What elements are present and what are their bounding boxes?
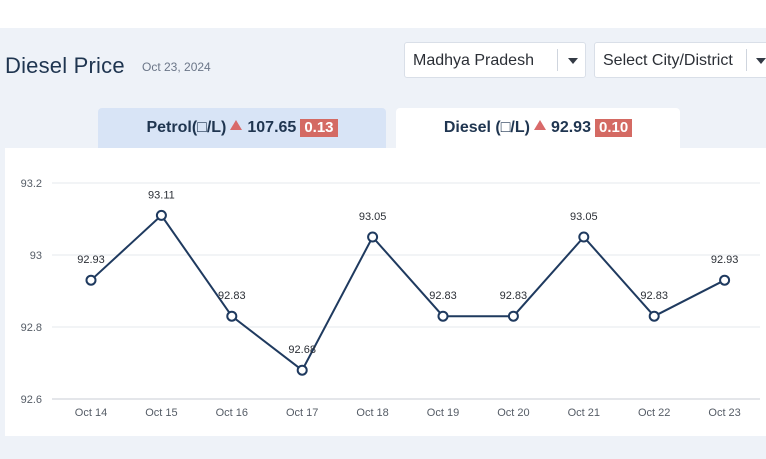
x-tick-label: Oct 22 bbox=[638, 407, 670, 419]
state-select-value: Madhya Pradesh bbox=[413, 52, 534, 69]
data-label: 92.68 bbox=[288, 344, 316, 356]
data-point bbox=[578, 231, 590, 243]
tab-diesel[interactable]: Diesel (□/L) 92.93 0.10 bbox=[396, 108, 680, 148]
data-point bbox=[155, 209, 167, 221]
x-tick-label: Oct 17 bbox=[286, 407, 318, 419]
data-label: 92.83 bbox=[429, 290, 457, 302]
data-label: 92.83 bbox=[640, 290, 668, 302]
tab-petrol-price: 107.65 bbox=[247, 119, 297, 136]
tab-petrol-change-badge: 0.13 bbox=[300, 119, 338, 137]
y-tick-label: 93 bbox=[30, 250, 42, 262]
x-tick-label: Oct 23 bbox=[708, 407, 740, 419]
chevron-down-icon[interactable] bbox=[568, 58, 578, 64]
data-label: 93.11 bbox=[148, 189, 175, 201]
chevron-down-icon[interactable] bbox=[756, 58, 766, 64]
select-divider bbox=[746, 49, 747, 71]
data-label: 92.83 bbox=[218, 290, 246, 302]
tab-diesel-fuel-label: Diesel (□/L) bbox=[443, 119, 530, 136]
y-tick-label: 93.2 bbox=[21, 178, 42, 190]
data-label: 92.83 bbox=[500, 290, 528, 302]
data-point bbox=[85, 274, 97, 286]
page-date: Oct 23, 2024 bbox=[142, 60, 211, 74]
tab-petrol-fuel-label: Petrol(□/L) bbox=[146, 119, 227, 136]
tab-diesel-price: 92.93 bbox=[550, 119, 591, 136]
data-point bbox=[296, 364, 308, 376]
data-label: 93.05 bbox=[570, 211, 598, 223]
x-tick-label: Oct 19 bbox=[427, 407, 459, 419]
y-tick-label: 92.8 bbox=[21, 322, 42, 334]
page-title: Diesel Price bbox=[5, 53, 125, 78]
data-label: 93.05 bbox=[359, 211, 387, 223]
y-tick-label: 92.6 bbox=[21, 394, 42, 406]
city-select-value: Select City/District bbox=[603, 52, 733, 69]
data-point bbox=[719, 274, 731, 286]
series-line bbox=[90, 213, 726, 372]
data-label: 92.93 bbox=[77, 254, 105, 266]
state-select[interactable]: Madhya Pradesh bbox=[404, 42, 586, 78]
x-tick-label: Oct 16 bbox=[216, 407, 248, 419]
x-tick-label: Oct 18 bbox=[356, 407, 388, 419]
data-point bbox=[437, 310, 449, 322]
top-strip bbox=[0, 0, 766, 28]
up-triangle-icon bbox=[230, 120, 243, 130]
up-triangle-icon bbox=[533, 120, 546, 130]
price-line-chart: 92.6 92.8 93 93.2 Oct 14 Oct 15 Oct 16 Oct 17 Oc… bbox=[21, 178, 760, 419]
tab-petrol[interactable]: Petrol(□/L) 107.65 0.13 bbox=[98, 108, 386, 148]
price-chart-card: 92.6 92.8 93 93.2 Oct 14 Oct 15 Oct 16 Oct 17 Oc… bbox=[5, 148, 766, 436]
data-point bbox=[367, 231, 379, 243]
x-tick-label: Oct 21 bbox=[568, 407, 600, 419]
city-select[interactable]: Select City/District bbox=[594, 42, 766, 78]
x-tick-label: Oct 15 bbox=[145, 407, 177, 419]
data-label: 92.93 bbox=[711, 254, 739, 266]
tab-diesel-change-badge: 0.10 bbox=[594, 119, 633, 137]
x-tick-label: Oct 14 bbox=[75, 407, 107, 419]
data-point bbox=[507, 310, 519, 322]
data-point bbox=[226, 310, 238, 322]
select-divider bbox=[557, 49, 558, 71]
data-point bbox=[648, 310, 660, 322]
x-tick-label: Oct 20 bbox=[497, 407, 529, 419]
